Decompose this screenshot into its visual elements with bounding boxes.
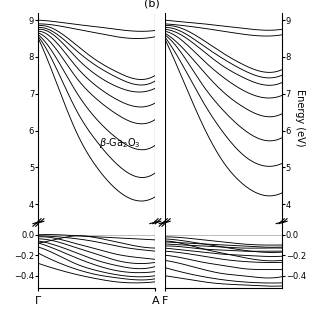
Y-axis label: Energy (eV): Energy (eV) xyxy=(295,89,305,146)
Text: (b): (b) xyxy=(144,0,159,9)
Text: $\beta$-Ga$_2$O$_3$: $\beta$-Ga$_2$O$_3$ xyxy=(99,136,141,150)
